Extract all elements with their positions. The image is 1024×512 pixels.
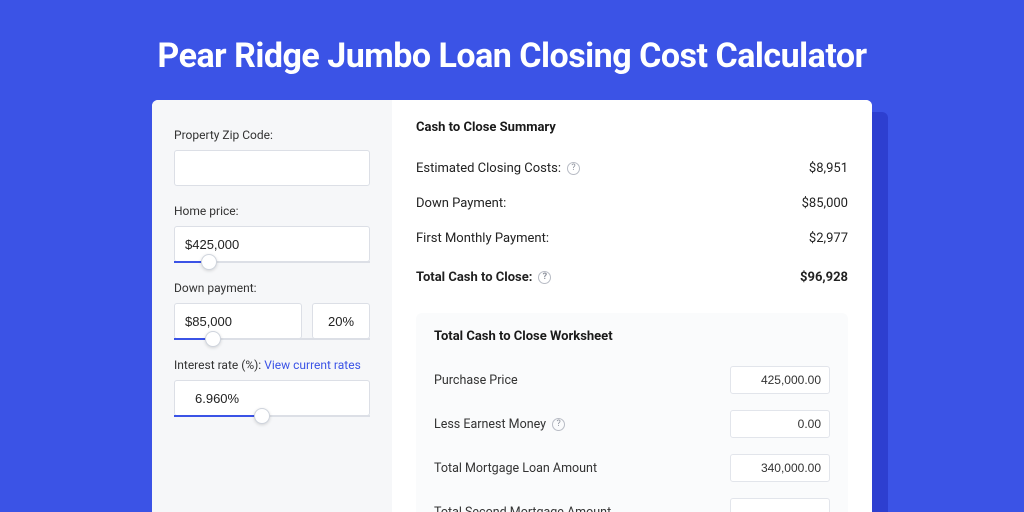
summary-row-first-payment: First Monthly Payment: $2,977	[416, 221, 848, 256]
summary-label-text: Estimated Closing Costs:	[416, 161, 561, 176]
zip-label: Property Zip Code:	[174, 128, 370, 142]
down-payment-group: Down payment:	[174, 281, 370, 340]
summary-value: $8,951	[809, 161, 848, 176]
worksheet-input-mortgage-amount[interactable]	[730, 454, 830, 482]
down-payment-input[interactable]	[174, 303, 302, 339]
interest-slider[interactable]	[174, 415, 370, 417]
summary-value: $2,977	[809, 231, 848, 246]
summary-row-closing-costs: Estimated Closing Costs: ? $8,951	[416, 151, 848, 186]
help-icon[interactable]: ?	[538, 271, 551, 284]
summary-title: Cash to Close Summary	[416, 120, 848, 135]
summary-row-total: Total Cash to Close: ? $96,928	[416, 260, 848, 295]
down-payment-slider-thumb[interactable]	[205, 331, 221, 347]
summary-label-text: First Monthly Payment:	[416, 231, 549, 246]
down-payment-label: Down payment:	[174, 281, 370, 295]
down-payment-slider[interactable]	[174, 338, 370, 340]
page-title: Pear Ridge Jumbo Loan Closing Cost Calcu…	[0, 0, 1024, 76]
home-price-group: Home price:	[174, 204, 370, 263]
home-price-label: Home price:	[174, 204, 370, 218]
worksheet-label-text: Less Earnest Money	[434, 417, 546, 432]
help-icon[interactable]: ?	[567, 162, 580, 175]
worksheet-row-purchase-price: Purchase Price	[434, 358, 830, 402]
help-icon[interactable]: ?	[552, 418, 565, 431]
worksheet-title: Total Cash to Close Worksheet	[434, 329, 830, 344]
interest-slider-thumb[interactable]	[254, 408, 270, 424]
worksheet-label-text: Total Mortgage Loan Amount	[434, 461, 597, 476]
worksheet-panel: Total Cash to Close Worksheet Purchase P…	[416, 313, 848, 512]
summary-value: $85,000	[802, 196, 848, 211]
home-price-slider-thumb[interactable]	[201, 254, 217, 270]
worksheet-input-purchase-price[interactable]	[730, 366, 830, 394]
interest-group: Interest rate (%): View current rates	[174, 358, 370, 417]
summary-total-label: Total Cash to Close:	[416, 270, 532, 285]
worksheet-input-earnest-money[interactable]	[730, 410, 830, 438]
worksheet-row-second-mortgage: Total Second Mortgage Amount	[434, 490, 830, 512]
results-panel: Cash to Close Summary Estimated Closing …	[392, 100, 872, 512]
worksheet-label-text: Purchase Price	[434, 373, 518, 388]
interest-slider-fill	[174, 415, 262, 417]
summary-label-text: Down Payment:	[416, 196, 506, 211]
home-price-slider[interactable]	[174, 261, 370, 263]
zip-group: Property Zip Code:	[174, 128, 370, 186]
view-rates-link[interactable]: View current rates	[264, 358, 361, 372]
worksheet-row-earnest-money: Less Earnest Money ?	[434, 402, 830, 446]
interest-label-text: Interest rate (%):	[174, 358, 261, 372]
down-payment-pct-input[interactable]	[312, 303, 370, 339]
interest-label: Interest rate (%): View current rates	[174, 358, 370, 372]
summary-row-down-payment: Down Payment: $85,000	[416, 186, 848, 221]
worksheet-label-text: Total Second Mortgage Amount	[434, 505, 611, 512]
inputs-panel: Property Zip Code: Home price: Down paym…	[152, 100, 392, 512]
interest-input[interactable]	[174, 380, 370, 416]
summary-total-value: $96,928	[800, 270, 848, 285]
zip-input[interactable]	[174, 150, 370, 186]
worksheet-input-second-mortgage[interactable]	[730, 498, 830, 512]
worksheet-row-mortgage-amount: Total Mortgage Loan Amount	[434, 446, 830, 490]
calculator-card: Property Zip Code: Home price: Down paym…	[152, 100, 872, 512]
